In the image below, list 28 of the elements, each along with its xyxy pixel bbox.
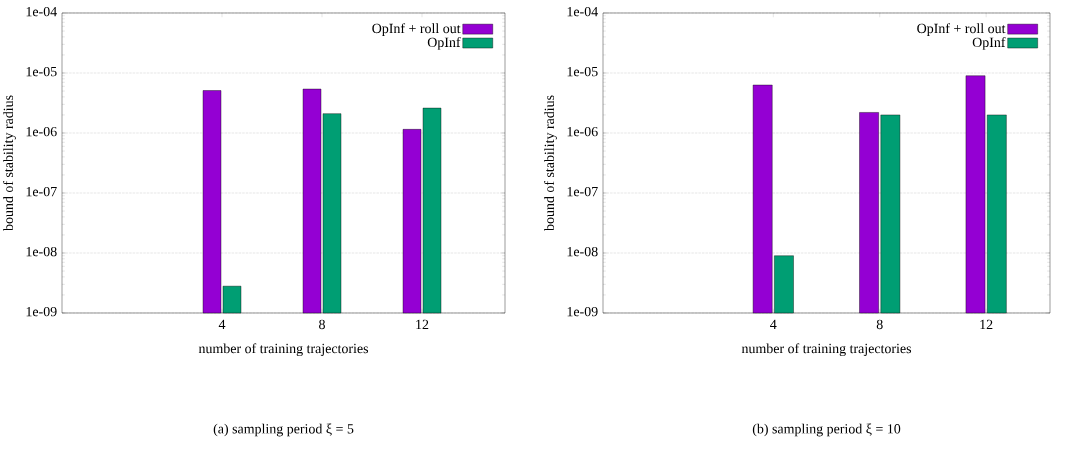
y-axis-title: bound of stability radius bbox=[544, 95, 557, 231]
y-tick-label: 1e-08 bbox=[26, 246, 57, 257]
y-tick-label: 1e-09 bbox=[567, 306, 598, 317]
x-tick-label: 4 bbox=[770, 319, 777, 329]
x-tick-label: 8 bbox=[319, 319, 325, 330]
x-tick-label: 12 bbox=[416, 319, 429, 329]
y-tick-label: 1e-07 bbox=[26, 186, 57, 197]
legend-label: OpInf bbox=[427, 37, 461, 50]
y-tick-label: 1e-05 bbox=[26, 66, 57, 77]
x-tick-label: 12 bbox=[980, 319, 993, 329]
x-tick-label: 8 bbox=[876, 319, 883, 330]
x-axis-title: number of training trajectories bbox=[198, 343, 369, 357]
y-tick-label: 1e-06 bbox=[567, 126, 598, 137]
x-axis-title: number of training trajectories bbox=[741, 343, 912, 357]
legend-label: OpInf bbox=[972, 37, 1006, 50]
text: (a) sampling period ξ = 5 bbox=[213, 423, 354, 437]
y-tick-label: 1e-09 bbox=[26, 306, 57, 317]
y-axis-title: bound of stability radius bbox=[3, 95, 16, 231]
x-tick-label: 4 bbox=[218, 319, 226, 329]
y-tick-label: 1e-05 bbox=[567, 66, 598, 77]
y-tick-label: 1e-04 bbox=[26, 6, 57, 17]
y-tick-label: 1e-07 bbox=[567, 186, 598, 197]
legend-label: OpInf + roll out bbox=[917, 23, 1006, 36]
y-tick-label: 1e-08 bbox=[567, 246, 598, 257]
legend-label: OpInf + roll out bbox=[372, 23, 461, 36]
text: (b) sampling period ξ = 10 bbox=[752, 423, 901, 437]
y-tick-label: 1e-06 bbox=[26, 126, 57, 137]
y-tick-label: 1e-04 bbox=[567, 6, 598, 17]
